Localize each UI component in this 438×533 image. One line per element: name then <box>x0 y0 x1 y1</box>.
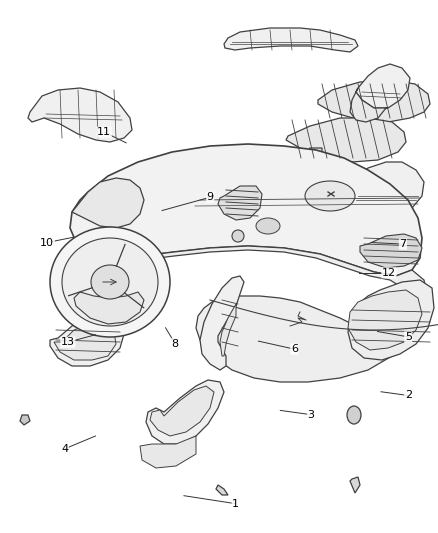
Polygon shape <box>306 337 320 355</box>
Text: 7: 7 <box>399 239 406 249</box>
Text: 11: 11 <box>97 127 111 137</box>
Ellipse shape <box>232 230 244 242</box>
Polygon shape <box>356 64 410 108</box>
Polygon shape <box>286 118 406 162</box>
Polygon shape <box>28 88 132 142</box>
Polygon shape <box>72 178 144 228</box>
Text: 10: 10 <box>40 238 54 247</box>
Text: 9: 9 <box>207 192 214 202</box>
Ellipse shape <box>305 181 355 211</box>
Text: 3: 3 <box>307 410 314 419</box>
Polygon shape <box>342 208 360 232</box>
Ellipse shape <box>50 227 170 337</box>
Polygon shape <box>350 477 360 493</box>
Polygon shape <box>140 436 196 468</box>
Polygon shape <box>360 234 422 268</box>
Text: 12: 12 <box>382 268 396 278</box>
Polygon shape <box>306 148 322 184</box>
Ellipse shape <box>256 218 280 234</box>
Text: 8: 8 <box>172 339 179 349</box>
Polygon shape <box>350 88 388 122</box>
Polygon shape <box>20 415 30 425</box>
Polygon shape <box>74 292 144 324</box>
Polygon shape <box>218 186 262 220</box>
Ellipse shape <box>62 238 158 326</box>
Polygon shape <box>150 386 214 436</box>
Polygon shape <box>88 246 428 382</box>
Text: 13: 13 <box>61 337 75 347</box>
Text: 4: 4 <box>61 444 68 454</box>
Polygon shape <box>146 380 224 444</box>
Polygon shape <box>220 304 236 356</box>
Text: 2: 2 <box>405 391 412 400</box>
Polygon shape <box>348 290 422 350</box>
Text: 6: 6 <box>291 344 298 354</box>
Ellipse shape <box>347 406 361 424</box>
Ellipse shape <box>91 265 129 299</box>
Polygon shape <box>224 28 358 52</box>
Polygon shape <box>200 276 244 370</box>
Polygon shape <box>346 162 424 218</box>
Polygon shape <box>54 324 116 360</box>
Text: 5: 5 <box>405 332 412 342</box>
Polygon shape <box>318 80 430 122</box>
Polygon shape <box>348 280 434 360</box>
Polygon shape <box>216 485 228 495</box>
Text: 1: 1 <box>232 499 239 508</box>
Polygon shape <box>50 316 124 366</box>
Polygon shape <box>70 144 422 276</box>
